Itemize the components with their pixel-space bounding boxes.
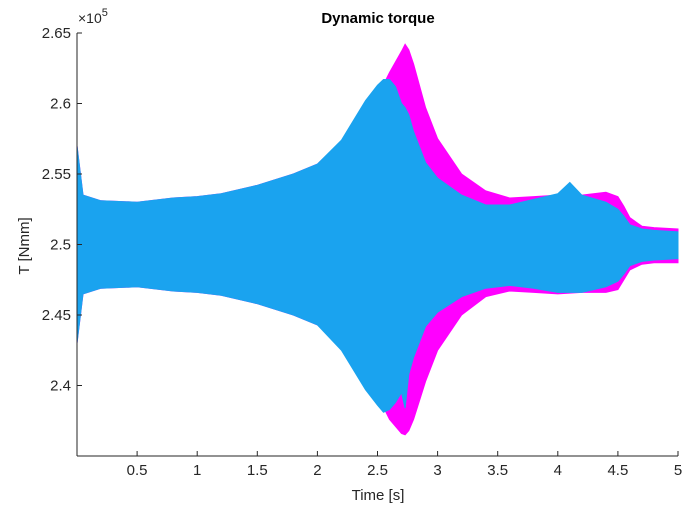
x-tick-label: 4.5 — [607, 462, 628, 479]
y-tick-label: 2.5 — [50, 237, 71, 254]
x-tick-label: 0.5 — [127, 462, 148, 479]
x-tick-label: 1 — [193, 462, 201, 479]
y-tick-label: 2.45 — [42, 307, 71, 324]
y-tick-label: 2.6 — [50, 96, 71, 113]
x-tick-label: 3 — [433, 462, 441, 479]
y-tick-label: 2.4 — [50, 378, 71, 395]
x-tick-label: 1.5 — [247, 462, 268, 479]
chart-title: Dynamic torque — [321, 10, 434, 27]
y-axis-multiplier-exponent: 5 — [102, 7, 108, 19]
series-bands — [76, 43, 679, 436]
x-tick-label: 2 — [313, 462, 321, 479]
x-tick-label: 2.5 — [367, 462, 388, 479]
y-tick-label: 2.55 — [42, 166, 71, 183]
y-axis-multiplier: ×105 — [78, 7, 108, 26]
x-tick-label: 4 — [554, 462, 562, 479]
y-axis-multiplier-base: ×10 — [78, 10, 102, 26]
x-tick-label: 5 — [674, 462, 682, 479]
x-tick-label: 3.5 — [487, 462, 508, 479]
x-axis-label: Time [s] — [352, 487, 405, 504]
y-axis-label: T [Nmm] — [16, 217, 33, 274]
y-tick-label: 2.65 — [42, 25, 71, 42]
ticks: 0.5 1 1.5 2 2.5 3 3.5 4 4.5 5 2.4 2.45 2.5 2.55 2.6 2.6… — [42, 25, 682, 479]
series-band-1 — [76, 79, 679, 413]
